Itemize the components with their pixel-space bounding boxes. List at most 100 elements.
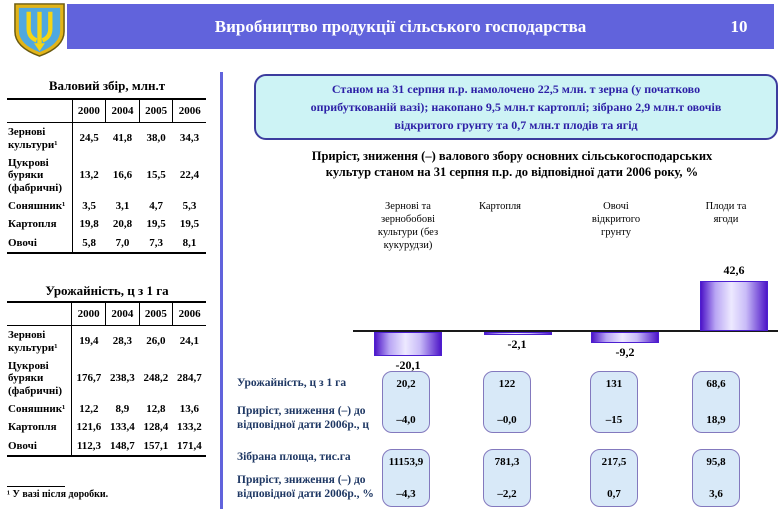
summary-value-top: 11153,9 — [388, 456, 424, 468]
table-row: Картопля 121,6 133,4 128,4 133,2 — [7, 418, 206, 437]
stub-header — [7, 302, 72, 327]
summary-box: 68,6 18,9 — [692, 371, 740, 433]
summary-yield-label: Урожайність, ц з 1 га — [237, 377, 347, 389]
vertical-divider — [220, 72, 223, 509]
year-header: 2005 — [138, 99, 173, 124]
cell-value: 19,8 — [79, 218, 99, 231]
summary-yield-change-label: Приріст, зниження (–) до відповідної дат… — [237, 405, 370, 431]
summary-value-bottom: –15 — [605, 414, 623, 426]
chart-category-label: Зернові та зернобобові культури (без кук… — [377, 201, 439, 252]
cell-value: 20,8 — [112, 218, 133, 231]
bar-open-field-vegetables — [591, 332, 659, 343]
summary-value-bottom: –2,2 — [497, 488, 517, 500]
summary-area-change-label: Приріст, зниження (–) до відповідної дат… — [237, 474, 374, 500]
chart-category-label: Картопля — [478, 201, 522, 212]
table-row: Цукрові буряки (фабричні) 176,7 238,3 24… — [7, 356, 206, 400]
cell-value: 41,8 — [112, 132, 133, 145]
year-header: 2006 — [172, 302, 206, 327]
summary-value-top: 131 — [605, 378, 623, 390]
row-label: Соняшник¹ — [7, 196, 73, 216]
summary-value-bottom: –0,0 — [497, 414, 517, 426]
table-header-row: 2000 2004 2005 2006 — [7, 302, 206, 327]
footnote: ¹ У вазі після доробки. — [7, 489, 109, 500]
cell-value: 248,2 — [143, 372, 169, 385]
cell-value: 176,7 — [76, 372, 102, 385]
summary-value-bottom: 18,9 — [706, 414, 726, 426]
row-label: Цукрові буряки (фабричні) — [7, 356, 73, 400]
cell-value: 238,3 — [109, 372, 135, 385]
cell-value: 8,9 — [115, 402, 130, 415]
gross-harvest-table: 2000 2004 2005 2006 Зернові культури¹ 24… — [7, 98, 206, 254]
stub-header — [7, 99, 73, 124]
bar-potatoes — [484, 332, 552, 335]
yield-table: 2000 2004 2005 2006 Зернові культури¹ 19… — [7, 301, 206, 457]
summary-box: 131 –15 — [590, 371, 638, 433]
cell-value: 19,4 — [79, 335, 99, 348]
status-info-text: Станом на 31 серпня п.р. намолочено 22,5… — [310, 82, 722, 132]
summary-box: 95,8 3,6 — [692, 449, 740, 507]
cell-value: 3,5 — [82, 199, 96, 212]
cell-value: 38,0 — [146, 132, 166, 145]
table-row: Овочі 112,3 148,7 157,1 171,4 — [7, 436, 206, 456]
row-label: Овочі — [7, 233, 73, 253]
cell-value: 15,5 — [146, 169, 166, 182]
bar-value-label: -9,2 — [615, 344, 635, 359]
summary-area-label: Зібрана площа, тис.га — [237, 451, 351, 463]
header-bar: Виробництво продукції сільського господа… — [67, 4, 774, 49]
cell-value: 133,4 — [109, 421, 135, 434]
cell-value: 5,8 — [82, 236, 96, 249]
cell-value: 171,4 — [176, 439, 202, 452]
cell-value: 26,0 — [146, 335, 166, 348]
row-label: Овочі — [7, 436, 73, 456]
cell-value: 128,4 — [143, 421, 169, 434]
table-row: Картопля 19,8 20,8 19,5 19,5 — [7, 215, 206, 234]
footnote-rule — [7, 486, 65, 487]
summary-box: 781,3 –2,2 — [483, 449, 531, 507]
summary-value-top: 68,6 — [706, 378, 726, 390]
chart-category-label: Овочі відкритого грунту — [591, 201, 641, 239]
status-info-box: Станом на 31 серпня п.р. намолочено 22,5… — [254, 74, 778, 140]
cell-value: 7,3 — [149, 236, 163, 249]
summary-box: 217,5 0,7 — [590, 449, 638, 507]
cell-value: 19,5 — [179, 218, 200, 231]
row-label: Соняшник¹ — [7, 399, 73, 419]
table-row: Овочі 5,8 7,0 7,3 8,1 — [7, 233, 206, 253]
table-row: Зернові культури¹ 24,5 41,8 38,0 34,3 — [7, 122, 206, 154]
ukraine-coat-of-arms-icon — [14, 3, 65, 57]
cell-value: 133,2 — [176, 421, 202, 434]
cell-value: 7,0 — [115, 236, 130, 249]
cell-value: 13,6 — [179, 402, 199, 415]
year-header: 2006 — [172, 99, 206, 124]
bar-value-label: -2,1 — [507, 337, 527, 351]
row-label: Зернові культури¹ — [7, 122, 73, 154]
bar-fruits-berries — [700, 281, 768, 331]
cell-value: 22,4 — [179, 169, 200, 182]
cell-value: 16,6 — [112, 169, 133, 182]
cell-value: 112,3 — [76, 439, 101, 452]
cell-value: 34,3 — [179, 132, 200, 145]
chart-x-axis — [353, 330, 778, 332]
cell-value: 148,7 — [109, 439, 135, 452]
summary-value-top: 217,5 — [601, 456, 627, 468]
cell-value: 12,8 — [146, 402, 166, 415]
cell-value: 28,3 — [112, 335, 132, 348]
summary-value-bottom: 0,7 — [607, 488, 621, 500]
summary-value-bottom: –4,0 — [396, 414, 416, 426]
cell-value: 19,5 — [146, 218, 166, 231]
summary-box: 20,2 –4,0 — [382, 371, 430, 433]
year-header: 2005 — [138, 302, 173, 327]
year-header: 2004 — [105, 99, 140, 124]
summary-value-bottom: 3,6 — [709, 488, 723, 500]
yield-table-title: Урожайність, ц з 1 га — [45, 283, 169, 298]
gross-harvest-table-title: Валовий збір, млн.т — [48, 78, 166, 93]
table-header-row: 2000 2004 2005 2006 — [7, 99, 206, 124]
summary-value-bottom: –4,3 — [396, 488, 416, 500]
summary-value-top: 122 — [498, 378, 516, 390]
summary-box: 122 –0,0 — [483, 371, 531, 433]
bar-grain-crops — [374, 332, 442, 356]
table-row: Зернові культури¹ 19,4 28,3 26,0 24,1 — [7, 325, 206, 357]
chart-category-label: Плоди та ягоди — [705, 201, 747, 226]
chart-title: Приріст, зниження (–) валового збору осн… — [311, 149, 713, 179]
cell-value: 24,1 — [179, 335, 199, 348]
